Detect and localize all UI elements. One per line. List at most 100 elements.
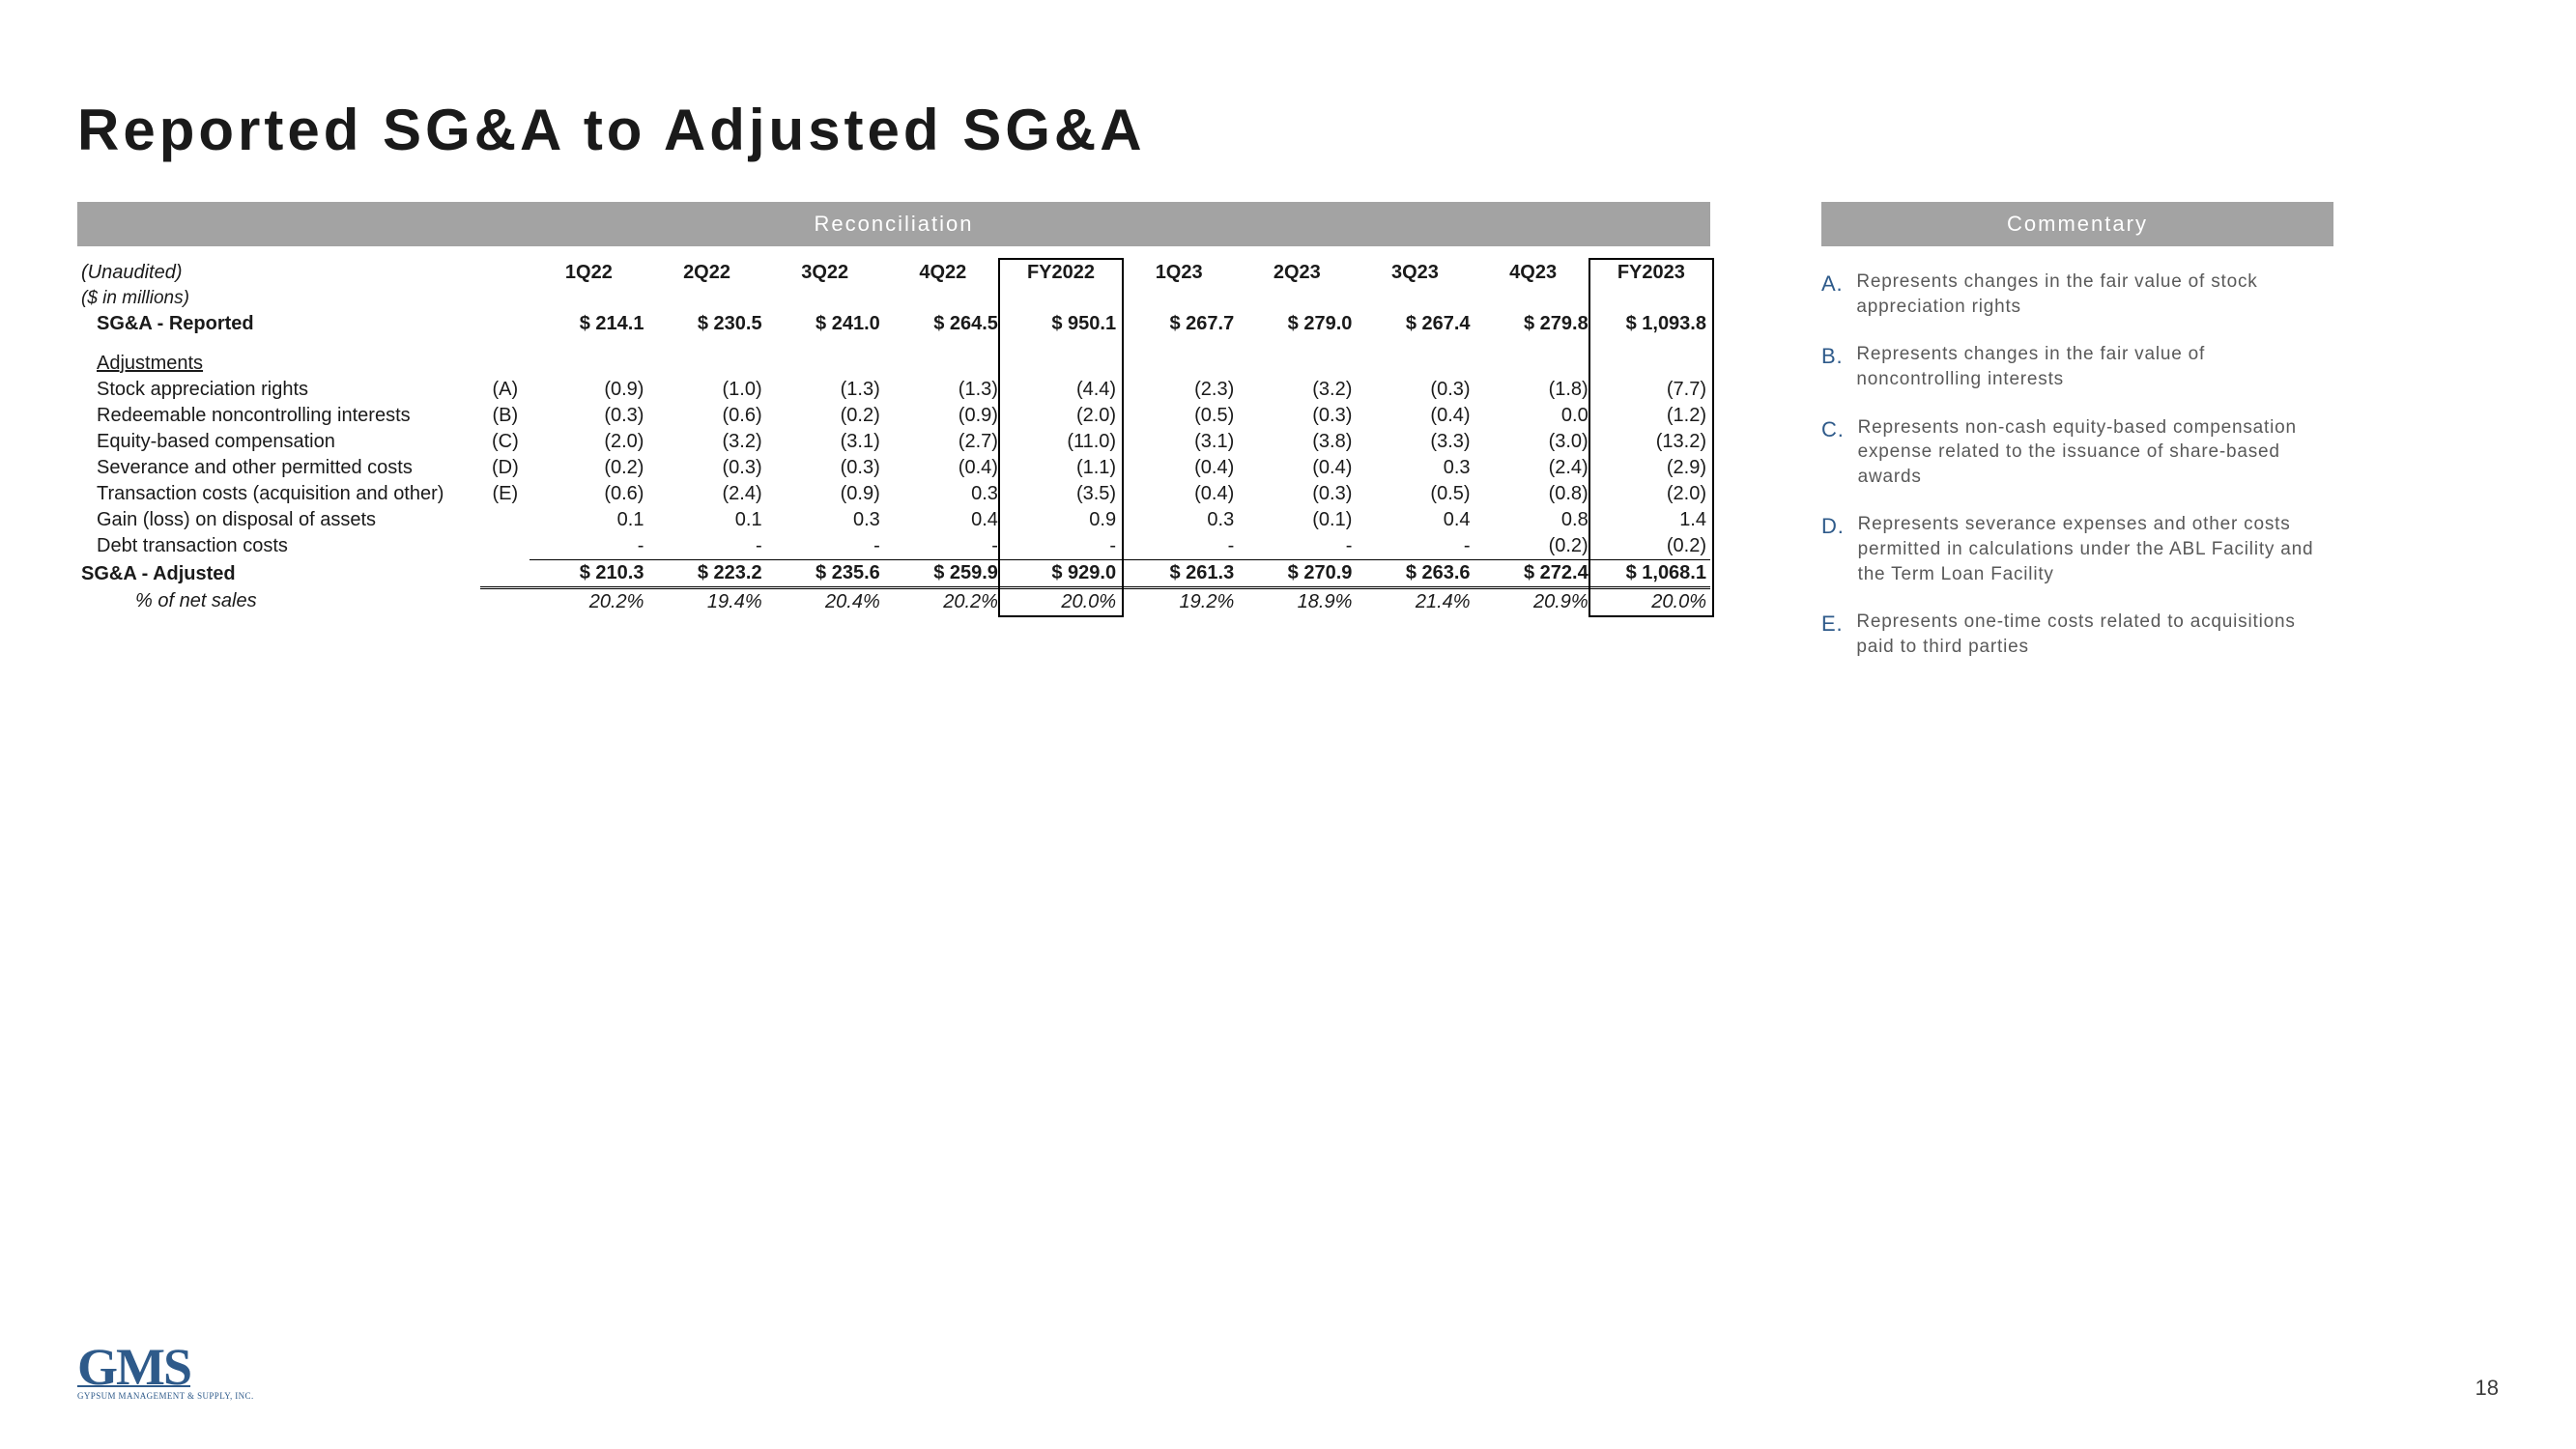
col-fy2022: FY2022 <box>1002 260 1120 286</box>
commentary-text: Represents one-time costs related to acq… <box>1856 610 2333 659</box>
adj-row-b: Redeemable noncontrolling interests (B) … <box>77 403 1710 429</box>
commentary-letter: B. <box>1821 342 1843 391</box>
units-label: ($ in millions) <box>77 286 480 311</box>
cell: (3.8) <box>1238 429 1356 455</box>
cell: - <box>647 533 765 560</box>
cell: - <box>1238 533 1356 560</box>
cell: 0.3 <box>1120 507 1238 533</box>
cell: $ 264.5 <box>884 311 1002 337</box>
cell: (2.3) <box>1120 377 1238 403</box>
col-2q23: 2Q23 <box>1238 260 1356 286</box>
cell: $ 263.6 <box>1356 560 1474 588</box>
cell: (2.4) <box>647 481 765 507</box>
sga-adjusted-label: SG&A - Adjusted <box>77 560 480 588</box>
cell: 20.2% <box>530 588 647 616</box>
cell: (2.0) <box>1002 403 1120 429</box>
commentary-letter: A. <box>1821 270 1843 319</box>
adj-row-e: Transaction costs (acquisition and other… <box>77 481 1710 507</box>
cell: (0.4) <box>1238 455 1356 481</box>
cell: $ 230.5 <box>647 311 765 337</box>
cell: (2.0) <box>1592 481 1710 507</box>
cell: 21.4% <box>1356 588 1474 616</box>
reconciliation-table: (Unaudited) 1Q22 2Q22 3Q22 4Q22 FY2022 1… <box>77 260 1710 615</box>
cell: (0.8) <box>1474 481 1592 507</box>
cell: (2.4) <box>1474 455 1592 481</box>
cell: (7.7) <box>1592 377 1710 403</box>
adj-label: Redeemable noncontrolling interests <box>77 403 480 429</box>
page-title: Reported SG&A to Adjusted SG&A <box>77 97 2499 163</box>
cell: (3.2) <box>1238 377 1356 403</box>
reconciliation-header: Reconciliation <box>77 202 1710 246</box>
col-1q22: 1Q22 <box>530 260 647 286</box>
cell: $ 210.3 <box>530 560 647 588</box>
sga-adjusted-row: SG&A - Adjusted $ 210.3 $ 223.2 $ 235.6 … <box>77 560 1710 588</box>
cell: - <box>1120 533 1238 560</box>
commentary-letter: C. <box>1821 415 1845 490</box>
cell: (0.3) <box>1238 403 1356 429</box>
commentary-text: Represents changes in the fair value of … <box>1856 270 2333 319</box>
col-fy2023: FY2023 <box>1592 260 1710 286</box>
cell: $ 267.7 <box>1120 311 1238 337</box>
unaudited-label: (Unaudited) <box>77 260 480 286</box>
commentary-item-e: E. Represents one-time costs related to … <box>1821 610 2333 659</box>
adj-row-debt: Debt transaction costs - - - - - - - - (… <box>77 533 1710 560</box>
adj-row-gain: Gain (loss) on disposal of assets 0.1 0.… <box>77 507 1710 533</box>
cell: (4.4) <box>1002 377 1120 403</box>
adj-note: (B) <box>480 403 530 429</box>
cell: (1.2) <box>1592 403 1710 429</box>
cell: 20.4% <box>766 588 884 616</box>
cell: (0.4) <box>884 455 1002 481</box>
pct-label: % of net sales <box>77 588 480 616</box>
cell: - <box>530 533 647 560</box>
cell: (11.0) <box>1002 429 1120 455</box>
adj-note <box>480 507 530 533</box>
adj-note: (A) <box>480 377 530 403</box>
cell: $ 1,068.1 <box>1592 560 1710 588</box>
col-3q23: 3Q23 <box>1356 260 1474 286</box>
sga-reported-label: SG&A - Reported <box>77 311 480 337</box>
cell: (13.2) <box>1592 429 1710 455</box>
cell: (0.9) <box>884 403 1002 429</box>
cell: (0.3) <box>1238 481 1356 507</box>
cell: (1.8) <box>1474 377 1592 403</box>
cell: 18.9% <box>1238 588 1356 616</box>
cell: - <box>1002 533 1120 560</box>
cell: 0.3 <box>1356 455 1474 481</box>
commentary-item-c: C. Represents non-cash equity-based comp… <box>1821 415 2333 490</box>
cell: 0.4 <box>884 507 1002 533</box>
adj-label: Gain (loss) on disposal of assets <box>77 507 480 533</box>
cell: $ 235.6 <box>766 560 884 588</box>
cell: 0.3 <box>766 507 884 533</box>
cell: $ 267.4 <box>1356 311 1474 337</box>
spacer-row <box>77 337 1710 351</box>
cell: 19.4% <box>647 588 765 616</box>
cell: (3.0) <box>1474 429 1592 455</box>
adj-label: Severance and other permitted costs <box>77 455 480 481</box>
cell: (0.5) <box>1356 481 1474 507</box>
adj-note: (D) <box>480 455 530 481</box>
sga-reported-row: SG&A - Reported $ 214.1 $ 230.5 $ 241.0 … <box>77 311 1710 337</box>
cell: 0.9 <box>1002 507 1120 533</box>
cell: 20.0% <box>1592 588 1710 616</box>
cell: - <box>766 533 884 560</box>
cell: (3.1) <box>766 429 884 455</box>
cell: 20.0% <box>1002 588 1120 616</box>
cell: $ 270.9 <box>1238 560 1356 588</box>
col-4q23: 4Q23 <box>1474 260 1592 286</box>
cell: 0.4 <box>1356 507 1474 533</box>
adj-row-d: Severance and other permitted costs (D) … <box>77 455 1710 481</box>
cell: (0.2) <box>1592 533 1710 560</box>
cell: 1.4 <box>1592 507 1710 533</box>
cell: $ 223.2 <box>647 560 765 588</box>
units-row: ($ in millions) <box>77 286 1710 311</box>
col-2q22: 2Q22 <box>647 260 765 286</box>
cell: (0.3) <box>766 455 884 481</box>
cell: (1.3) <box>766 377 884 403</box>
cell: $ 929.0 <box>1002 560 1120 588</box>
cell: (2.0) <box>530 429 647 455</box>
cell: (2.7) <box>884 429 1002 455</box>
cell: (0.4) <box>1120 481 1238 507</box>
cell: (0.4) <box>1356 403 1474 429</box>
commentary-item-d: D. Represents severance expenses and oth… <box>1821 512 2333 586</box>
commentary-item-a: A. Represents changes in the fair value … <box>1821 270 2333 319</box>
